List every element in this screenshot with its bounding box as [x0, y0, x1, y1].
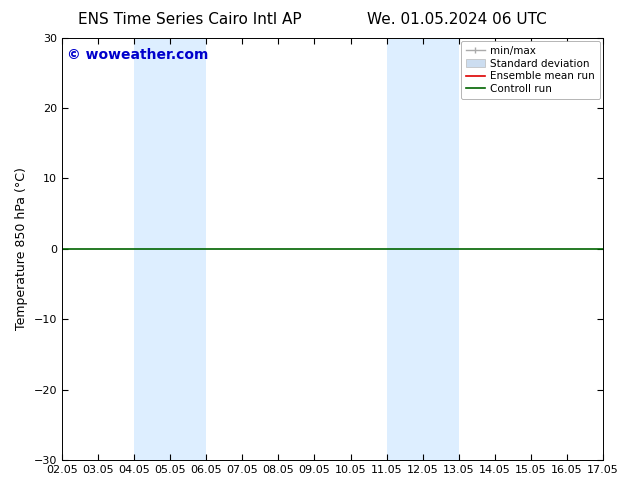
Text: © woweather.com: © woweather.com — [67, 48, 209, 62]
Legend: min/max, Standard deviation, Ensemble mean run, Controll run: min/max, Standard deviation, Ensemble me… — [461, 41, 600, 99]
Bar — [134, 38, 170, 460]
Text: ENS Time Series Cairo Intl AP: ENS Time Series Cairo Intl AP — [79, 12, 302, 27]
Bar — [387, 38, 423, 460]
Bar — [423, 38, 459, 460]
Text: We. 01.05.2024 06 UTC: We. 01.05.2024 06 UTC — [366, 12, 547, 27]
Y-axis label: Temperature 850 hPa (°C): Temperature 850 hPa (°C) — [15, 168, 28, 330]
Bar — [170, 38, 206, 460]
